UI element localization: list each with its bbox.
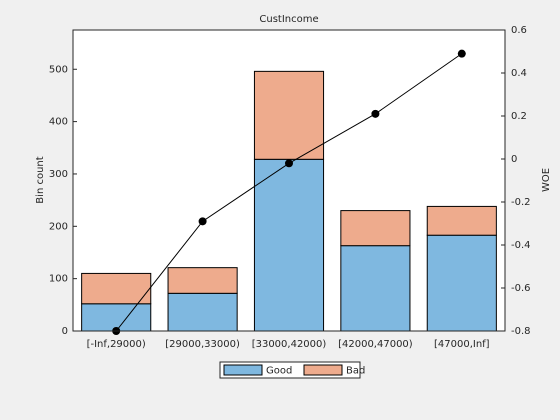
y2-tick-label: 0.4 [511, 68, 527, 79]
legend-label: Good [266, 366, 292, 377]
woe-marker [285, 159, 293, 168]
y-tick-label: 500 [49, 64, 68, 75]
x-tick-label: [42000,47000) [338, 339, 413, 350]
legend-label: Bad [346, 366, 365, 377]
bar-segment [253, 70, 325, 160]
y2-tick-label: 0.6 [511, 25, 527, 36]
bar-segment [340, 245, 411, 332]
y2-tick-label: -0.6 [511, 283, 531, 294]
legend-swatch [303, 364, 343, 376]
x-tick-label: [47000,Inf] [434, 339, 490, 350]
bar-segment [253, 158, 325, 332]
legend-swatch [223, 364, 263, 376]
y-tick-label: 100 [49, 274, 68, 285]
y2-tick-label: 0 [511, 154, 517, 165]
bar-segment [340, 210, 411, 247]
x-tick-label: [-Inf,29000) [87, 339, 146, 350]
bar-segment [81, 272, 152, 305]
y-axis-label: Bin count [35, 156, 46, 203]
y2-tick-label: 0.2 [511, 111, 527, 122]
bar-segment [167, 292, 238, 332]
woe-marker [371, 109, 380, 118]
y2-tick-label: -0.2 [511, 197, 531, 208]
bar-segment [81, 303, 152, 332]
bar-segment [426, 234, 497, 332]
y2-tick-label: -0.8 [511, 326, 531, 337]
woe-marker [457, 49, 466, 58]
bar-segment [426, 205, 497, 236]
x-tick-label: [33000,42000) [252, 339, 327, 350]
y2-axis-label: WOE [541, 168, 552, 192]
axes-box [72, 29, 506, 332]
y2-tick-label: -0.4 [511, 240, 531, 251]
x-tick-label: [29000,33000) [165, 339, 240, 350]
y-tick-label: 300 [49, 169, 68, 180]
chart-title: CustIncome [259, 14, 318, 25]
y-tick-label: 0 [62, 326, 68, 337]
y-tick-label: 400 [49, 117, 68, 128]
woe-marker [198, 217, 207, 226]
y-tick-label: 200 [49, 221, 68, 232]
bar-segment [167, 267, 238, 294]
